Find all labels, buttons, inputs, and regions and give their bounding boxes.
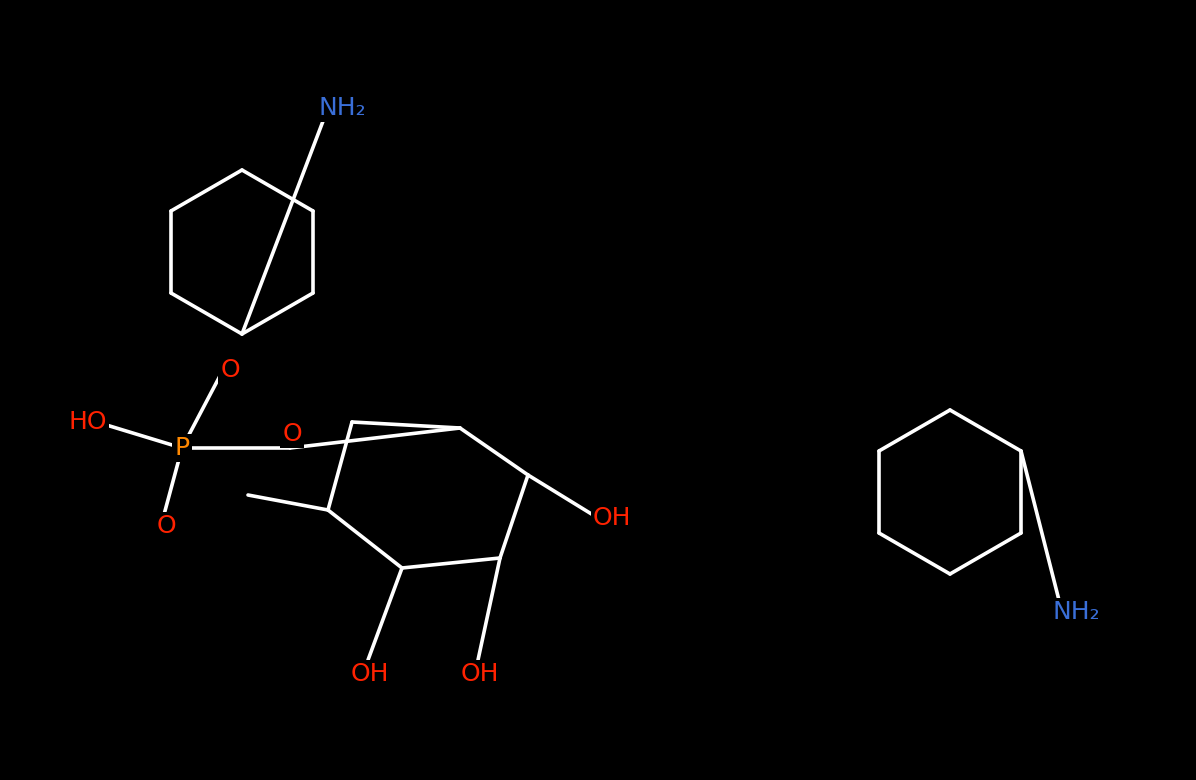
Text: NH₂: NH₂	[1052, 600, 1100, 624]
Text: O: O	[157, 514, 176, 538]
Text: OH: OH	[350, 662, 389, 686]
Text: HO: HO	[68, 410, 108, 434]
Text: O: O	[220, 358, 240, 382]
Text: P: P	[175, 436, 189, 460]
Text: OH: OH	[460, 662, 499, 686]
Text: NH₂: NH₂	[318, 96, 366, 120]
Text: OH: OH	[593, 506, 631, 530]
Text: O: O	[282, 422, 301, 446]
